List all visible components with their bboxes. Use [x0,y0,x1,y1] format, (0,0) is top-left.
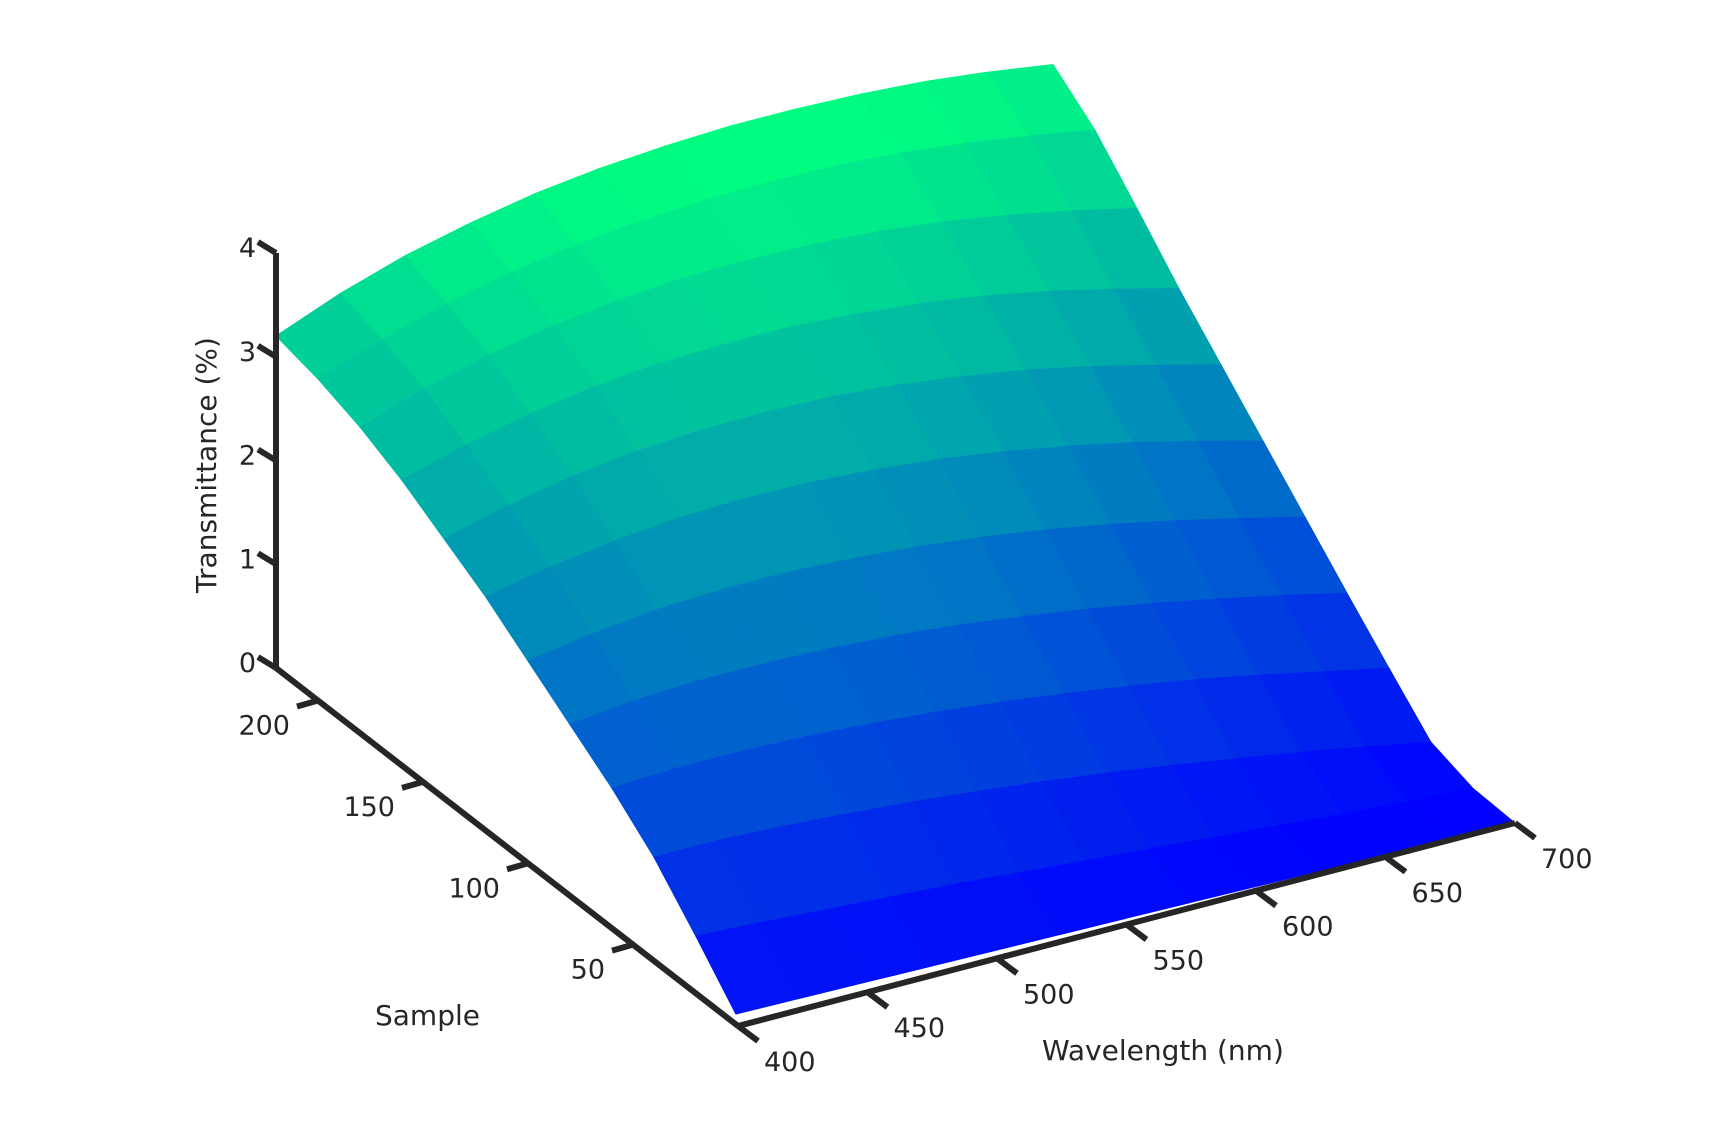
z-tick-label: 2 [239,441,256,472]
x-tick-label: 450 [894,1013,946,1044]
x-tick-mark [1513,820,1537,841]
tick-labels: 400 450 500 550 600 650 700 50 100 150 200 0 1 2 3 4 [238,233,1592,1078]
surface-plot [275,63,1514,1015]
z-axis-label: Transmittance (%) [190,337,223,594]
z-tick-mark [256,343,278,360]
x-tick-label: 700 [1541,844,1593,875]
y-tick-mark [611,941,634,954]
y-tick-mark [401,779,424,791]
x-axis-label: Wavelength (nm) [1042,1034,1284,1067]
z-tick-mark [256,446,278,464]
x-tick-mark [995,955,1019,976]
z-tick-label: 3 [239,337,256,368]
x-tick-label: 600 [1282,912,1334,943]
z-tick-mark [256,550,278,567]
x-tick-mark [865,989,890,1010]
y-tick-label: 50 [571,955,605,986]
x-tick-label: 650 [1412,878,1464,909]
z-tick-mark [256,239,278,256]
y-tick-label: 200 [238,711,290,742]
x-tick-mark [1383,854,1408,875]
x-tick-label: 500 [1023,979,1075,1010]
y-axis-label: Sample [375,999,480,1032]
z-tick-label: 0 [239,648,256,679]
y-tick-mark [506,860,529,873]
x-tick-mark [1254,888,1278,909]
z-tick-mark [256,654,278,671]
z-tick-label: 1 [239,544,256,575]
y-tick-label: 150 [343,792,395,823]
x-tick-label: 400 [764,1047,816,1078]
y-tick-mark [296,697,319,710]
x-tick-mark [736,1023,760,1044]
z-tick-label: 4 [239,233,256,264]
y-tick-label: 100 [448,873,500,904]
x-tick-label: 550 [1153,946,1205,977]
tick-marks [256,239,1537,1044]
x-tick-mark [1124,922,1149,942]
sample-axis-line [274,665,740,1029]
